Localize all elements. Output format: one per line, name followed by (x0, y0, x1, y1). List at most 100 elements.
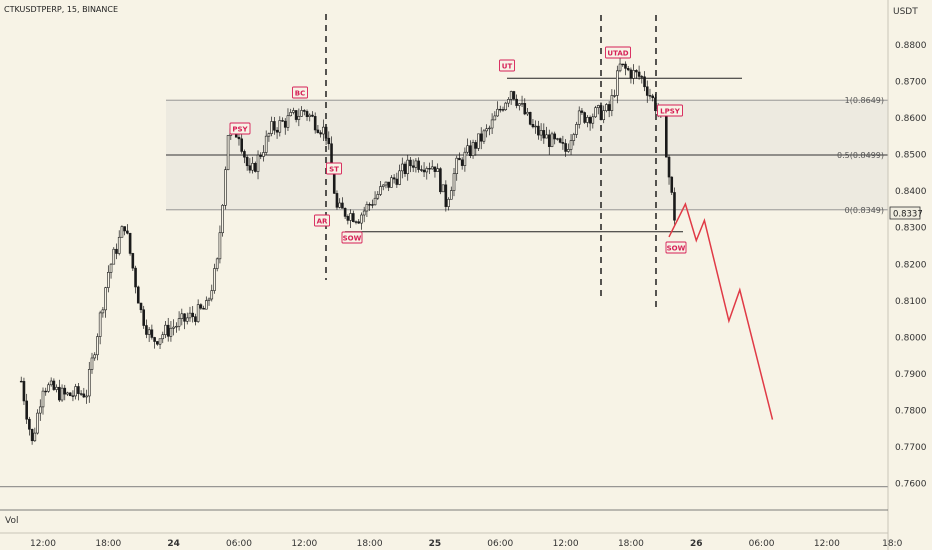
candle-body (30, 428, 34, 442)
candle-body (150, 329, 154, 338)
candle-body (515, 98, 518, 106)
candle-body (131, 253, 135, 269)
candle-body (134, 267, 137, 288)
candle-body (384, 181, 388, 186)
candle-body (177, 318, 181, 327)
candles-group[interactable] (19, 56, 676, 445)
candle-body (463, 151, 467, 166)
y-axis-group[interactable]: 0.8800 0.8700 0.8600 0.8500 0.8400 0.8300 0.82… (895, 41, 927, 490)
wyckoff-marker-label: UT (502, 63, 513, 71)
candle-body (74, 386, 77, 397)
candle-body (273, 121, 276, 131)
wyckoff-marker-box (229, 122, 251, 135)
x-axis-tick-label: 12:00 (30, 539, 56, 549)
candle-body (185, 317, 189, 322)
candle-body (651, 95, 655, 99)
candle-body (205, 300, 208, 310)
candle-body (240, 138, 243, 152)
x-axis-tick-label: 26 (690, 539, 703, 549)
y-axis-tick-label: 0.8500 (895, 151, 927, 161)
candle-body (308, 114, 312, 117)
horizontal-lines-group (0, 77, 888, 487)
candle-body (79, 393, 83, 395)
candle-body (47, 384, 50, 392)
x-axis-tick-label: 12:00 (291, 539, 317, 549)
candle-body (175, 325, 178, 328)
candle-body (341, 202, 344, 209)
candle-body (25, 400, 28, 420)
volume-label: Vol (5, 516, 18, 526)
candle-body (624, 63, 627, 69)
candle-body (373, 197, 377, 206)
candle-body (55, 386, 58, 390)
candle-body (243, 151, 246, 158)
x-axis-group[interactable]: 12:00 18:00 24 06:00 12:00 18:00 25 06:00 12:00 1… (30, 539, 903, 549)
candle-body (602, 110, 606, 121)
candle-body (645, 86, 649, 96)
candle-body (545, 134, 548, 139)
candle-body (618, 63, 622, 72)
wyckoff-marker-label: ST (329, 166, 339, 174)
candle-body (518, 103, 521, 106)
candle-body (60, 387, 64, 401)
wyckoff-marker-box (341, 231, 363, 244)
candle-body (362, 210, 366, 216)
candle-body (41, 390, 45, 408)
wyckoff-marker-box (326, 162, 342, 175)
candle-body (215, 258, 219, 269)
candle-body (49, 380, 53, 386)
y-axis-tick-label: 0.7700 (895, 443, 927, 453)
candle-body (128, 232, 132, 254)
candle-body (354, 221, 358, 223)
candle-body (368, 204, 371, 206)
candle-body (343, 207, 347, 217)
candle-body (420, 169, 423, 171)
candle-body (471, 142, 475, 157)
candle-body (126, 230, 129, 234)
candle-body (87, 369, 91, 397)
candle-body (346, 216, 350, 221)
candle-body (38, 406, 42, 414)
candle-body (482, 130, 486, 142)
wyckoff-marker-sow: SOW (665, 241, 687, 254)
candle-body (324, 126, 328, 139)
candle-body (123, 226, 126, 232)
candle-body (455, 157, 459, 174)
candle-body (349, 213, 352, 221)
candle-body (289, 112, 292, 117)
y-axis-tick-label: 0.8300 (895, 224, 927, 234)
candle-body (221, 205, 224, 234)
candle-body (52, 380, 56, 390)
candle-body (360, 214, 363, 224)
candle-body (637, 71, 641, 77)
candle-body (117, 236, 121, 254)
candle-body (575, 124, 578, 135)
candle-body (403, 163, 407, 175)
candle-body (523, 103, 527, 115)
candle-body (96, 336, 99, 356)
candle-body (428, 168, 431, 170)
candle-body (107, 272, 110, 288)
y-axis-tick-label: 0.8800 (895, 41, 927, 51)
wyckoff-marker-label: UTAD (607, 50, 628, 58)
candle-body (313, 116, 317, 131)
candle-body (98, 312, 102, 337)
candle-body (635, 70, 638, 73)
candle-body (629, 69, 633, 79)
candle-body (406, 159, 410, 175)
candle-body (297, 116, 301, 120)
candle-body (188, 312, 192, 319)
candle-body (207, 298, 211, 301)
candle-body (577, 110, 581, 125)
candle-body (311, 114, 314, 117)
candle-body (607, 104, 611, 111)
x-axis-tick-label: 24 (167, 539, 180, 549)
candle-body (199, 304, 203, 309)
candle-body (109, 263, 113, 273)
candle-body (452, 173, 456, 191)
candle-body (104, 287, 107, 311)
projection-path (668, 201, 774, 420)
candle-body (493, 115, 497, 121)
